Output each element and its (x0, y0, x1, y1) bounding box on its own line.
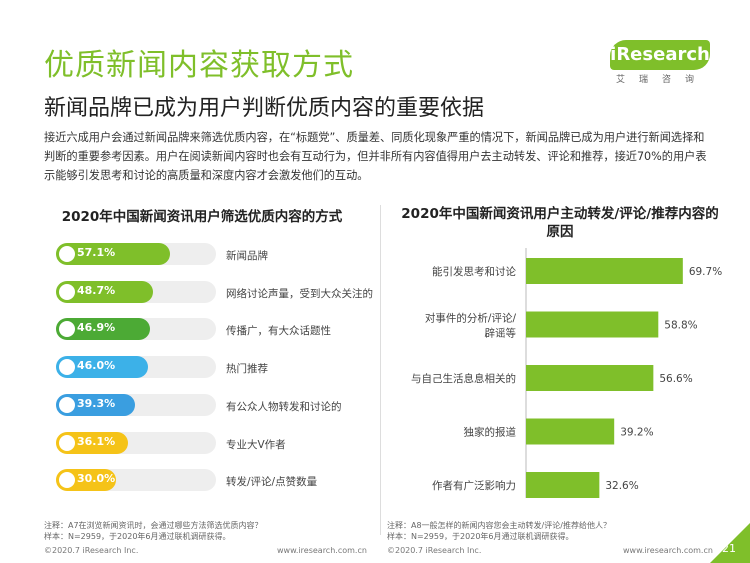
right-bar-value-label: 58.8% (664, 320, 697, 332)
left-bar-value-label: 36.1% (77, 434, 116, 448)
right-bar-category-label: 对事件的分析/评论/辟谣等 (425, 312, 517, 340)
bar-dot-icon (59, 472, 75, 489)
right-bar-value-label: 39.2% (620, 427, 653, 439)
right-bar-chart: 69.7% 能引发思考和讨论 58.8% 对事件的分析/评论/辟谣等 56.6% 与自己生… (411, 248, 722, 498)
right-bar-value-label: 56.6% (659, 373, 692, 385)
left-bar: 57.1% (56, 243, 171, 265)
logo-subtext: 艾瑞咨询 (616, 75, 709, 85)
left-bar-category-label: 有公众人物转发和讨论的 (226, 400, 342, 413)
left-bar-category-label: 传播广，有大众话题性 (226, 325, 331, 338)
page-number: 21 (722, 542, 736, 555)
left-bar-value-label: 30.0% (77, 472, 116, 486)
left-bar-category-label: 专业大V作者 (226, 438, 286, 451)
left-bar: 39.3% (56, 393, 135, 416)
intro-paragraph: 接近六成用户会通过新闻品牌来筛选优质内容，在“标题党”、质量差、同质化现象严重的… (44, 131, 707, 182)
left-bar: 46.9% (56, 318, 150, 341)
corner-accent (710, 523, 750, 563)
right-bar (526, 472, 600, 498)
right-bar (526, 258, 683, 284)
left-chart-note: 注释：A7在浏览新闻资讯时，会通过哪些方法筛选优质内容？ 样本：N=2959，于… (44, 521, 263, 541)
bar-dot-icon (59, 396, 75, 413)
iresearch-logo: iResearch 艾瑞咨询 (610, 40, 710, 85)
left-bar-value-label: 48.7% (77, 283, 116, 297)
right-bar-category-label: 独家的报道 (464, 426, 517, 439)
right-chart-title: 2020年中国新闻资讯用户主动转发/评论/推荐内容的原因 (401, 206, 719, 240)
footer-website-right: www.iresearch.com.cn (623, 546, 713, 555)
right-chart-note: 注释：A8一般怎样的新闻内容您会主动转发/评论/推荐给他人？ 样本：N=2959… (387, 521, 611, 541)
left-bar-category-label: 热门推荐 (226, 363, 268, 376)
footer-website-left: www.iresearch.com.cn (277, 546, 367, 555)
left-bar-value-label: 57.1% (77, 246, 116, 259)
right-bar-category-label: 与自己生活息息相关的 (411, 372, 516, 385)
footer-copyright-right: ©2020.7 iResearch Inc. (387, 546, 482, 555)
left-chart-title: 2020年中国新闻资讯用户筛选优质内容的方式 (61, 209, 343, 225)
right-bar (526, 311, 659, 338)
bar-dot-icon (59, 321, 75, 338)
left-bar: 36.1% (56, 431, 129, 454)
left-bar-category-label: 网络讨论声量，受到大众关注的 (226, 287, 373, 300)
left-bar-value-label: 46.9% (77, 321, 116, 335)
right-bar-value-label: 32.6% (605, 480, 638, 492)
left-bar: 30.0% (56, 469, 116, 492)
right-bar-category-label: 能引发思考和讨论 (432, 265, 516, 278)
footer-copyright-left: ©2020.7 iResearch Inc. (44, 546, 139, 555)
left-bar-value-label: 39.3% (77, 396, 116, 410)
left-bar-value-label: 46.0% (77, 359, 116, 373)
left-bar-category-label: 转发/评论/点赞数量 (226, 476, 318, 489)
right-bar-value-label: 69.7% (689, 266, 722, 278)
right-bar (526, 418, 615, 445)
left-bar: 48.7% (56, 280, 154, 303)
bar-dot-icon (59, 283, 75, 300)
right-bar (526, 365, 654, 391)
page-subtitle: 新闻品牌已成为用户判断优质内容的重要依据 (44, 96, 485, 121)
page-title: 优质新闻内容获取方式 (44, 48, 354, 83)
bar-dot-icon (59, 246, 75, 262)
logo-mark: iResearch (610, 40, 710, 70)
right-bar-category-label: 作者有广泛影响力 (432, 479, 516, 492)
bar-dot-icon (59, 434, 75, 451)
left-bar-category-label: 新闻品牌 (226, 250, 268, 262)
bar-dot-icon (59, 359, 75, 376)
left-bar: 46.0% (56, 356, 148, 379)
chart-divider (380, 205, 381, 535)
